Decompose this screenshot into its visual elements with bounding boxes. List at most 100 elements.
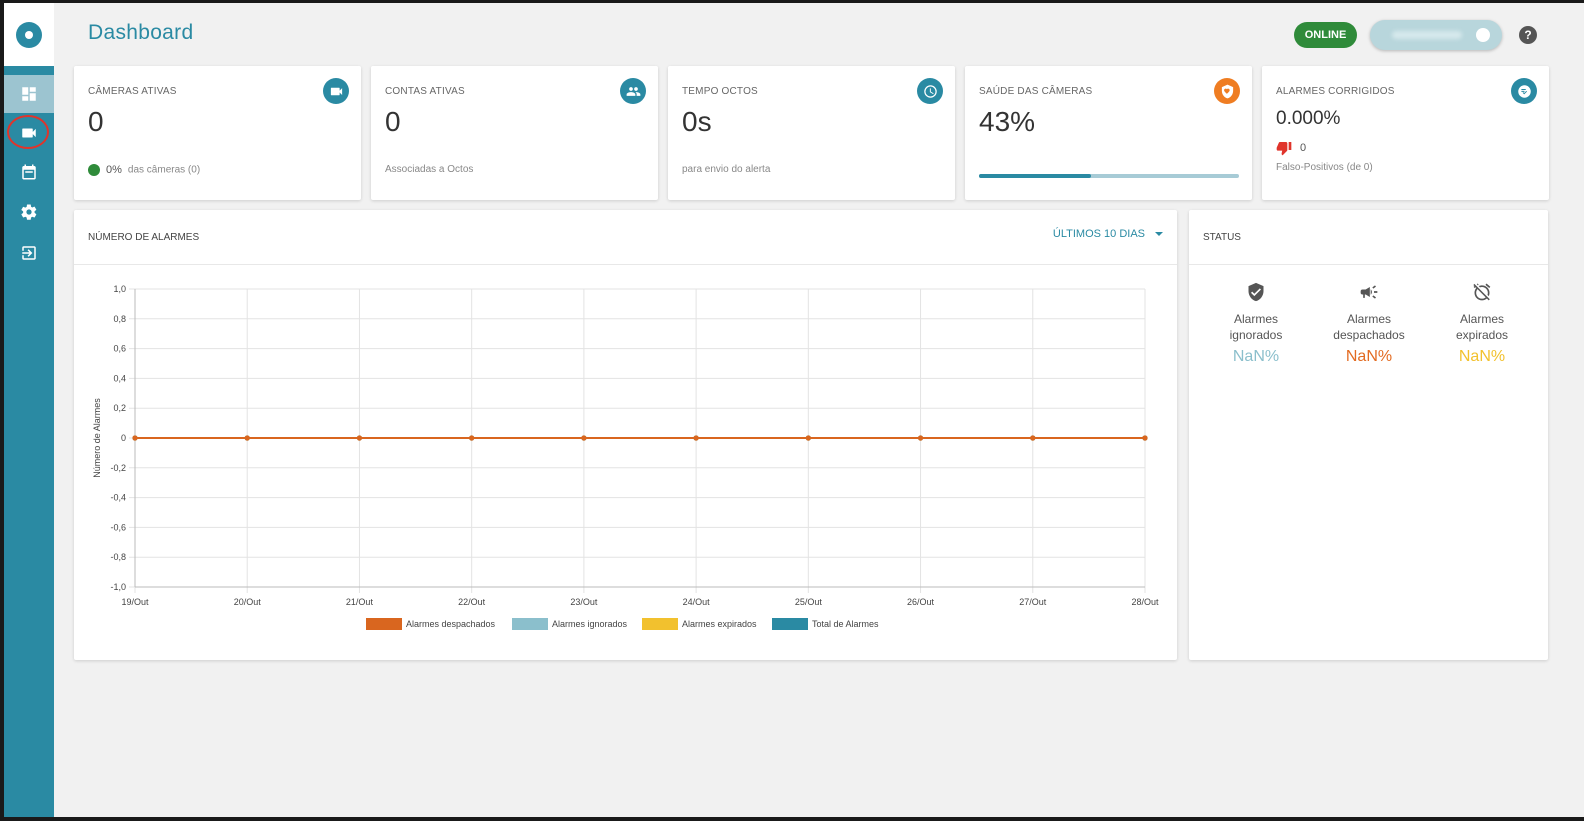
y-tick-label: -1,0 xyxy=(110,582,126,592)
data-point xyxy=(244,435,250,441)
username-redacted xyxy=(1392,31,1462,39)
data-point xyxy=(1142,435,1148,441)
sidebar-item-settings[interactable] xyxy=(4,193,54,231)
alarms-chart-card: NÚMERO DE ALARMES ÚLTIMOS 10 DIAS 1,0 0,8… xyxy=(74,210,1177,660)
user-avatar-icon xyxy=(1476,28,1490,42)
cameras-sub-text: das câmeras (0) xyxy=(127,164,201,176)
page-title: Dashboard xyxy=(88,21,194,44)
thumbs-down-icon xyxy=(1276,142,1292,156)
x-tick-label: 22/Out xyxy=(458,597,486,607)
data-point xyxy=(805,435,811,441)
sidebar-item-logout[interactable] xyxy=(4,234,54,272)
alarm-off-icon xyxy=(1473,283,1491,301)
data-point xyxy=(693,435,699,441)
calendar-icon xyxy=(22,164,36,180)
card-label: ALARMES CORRIGIDOS xyxy=(1276,86,1395,97)
app-screen: Dashboard ONLINE ? CÂMERAS ATIVAS 0 0% da… xyxy=(4,3,1584,817)
sidebar-item-dashboard[interactable] xyxy=(4,75,54,113)
data-point xyxy=(917,435,924,441)
y-tick-label: 1,0 xyxy=(113,284,126,294)
user-menu-button[interactable] xyxy=(1370,20,1502,50)
status-badge: ONLINE xyxy=(1294,22,1357,48)
status-label: Alarmes expirados xyxy=(1427,311,1537,343)
range-dropdown-label: ÚLTIMOS 10 DIAS xyxy=(1052,228,1145,240)
status-value: NaN% xyxy=(1232,348,1280,365)
card-sub: Falso-Positivos (de 0) xyxy=(1276,162,1373,173)
status-label: Alarmes ignorados xyxy=(1201,311,1311,343)
legend-label: Alarmes expirados xyxy=(682,619,757,629)
x-tick-label: 21/Out xyxy=(346,597,374,607)
data-point xyxy=(581,435,587,441)
status-dispatched: Alarmes despachados NaN% xyxy=(1314,282,1424,366)
y-tick-label: -0,8 xyxy=(110,552,126,562)
highlight-circle xyxy=(7,115,49,149)
megaphone-icon xyxy=(1360,285,1378,299)
cameras-percent: 0% xyxy=(106,164,122,176)
card-sub: 0% das câmeras (0) xyxy=(88,164,200,176)
users-icon xyxy=(620,78,646,104)
status-expired: Alarmes expirados NaN% xyxy=(1427,282,1537,366)
status-label-line: Alarmes xyxy=(1346,312,1391,326)
card-value: 0s xyxy=(682,106,712,137)
legend-swatch xyxy=(642,618,678,630)
card-value: 0 xyxy=(385,106,401,137)
logo[interactable] xyxy=(4,3,54,66)
legend-swatch xyxy=(366,618,402,630)
y-tick-label: 0,8 xyxy=(113,314,126,324)
card-octos-time: TEMPO OCTOS 0s para envio do alerta xyxy=(668,66,955,200)
x-tick-label: 23/Out xyxy=(570,597,598,607)
status-ignored: Alarmes ignorados NaN% xyxy=(1201,282,1311,366)
x-tick-label: 25/Out xyxy=(795,597,823,607)
caret-down-icon xyxy=(1155,232,1163,236)
x-tick-label: 26/Out xyxy=(907,597,935,607)
card-label: CONTAS ATIVAS xyxy=(385,86,465,97)
shield-check-icon xyxy=(1248,282,1264,302)
data-point xyxy=(132,435,138,441)
exit-icon xyxy=(22,246,36,260)
legend-label: Alarmes despachados xyxy=(406,619,496,629)
card-active-cameras: CÂMERAS ATIVAS 0 0% das câmeras (0) xyxy=(74,66,361,200)
y-tick-label: 0 xyxy=(121,433,126,443)
chart-card-title: NÚMERO DE ALARMES xyxy=(88,232,200,243)
y-tick-label: 0,2 xyxy=(113,403,126,413)
y-tick-label: 0,4 xyxy=(113,373,126,383)
x-tick-label: 20/Out xyxy=(234,597,262,607)
data-point xyxy=(356,435,363,441)
status-value: NaN% xyxy=(1345,348,1393,365)
false-positive-count: 0 xyxy=(1300,142,1307,154)
help-icon[interactable]: ? xyxy=(1519,26,1537,44)
card-label: TEMPO OCTOS xyxy=(682,86,758,97)
video-camera-icon xyxy=(323,78,349,104)
y-tick-label: 0,6 xyxy=(113,344,126,354)
card-header: NÚMERO DE ALARMES ÚLTIMOS 10 DIAS xyxy=(74,210,1177,265)
dashboard-icon xyxy=(22,87,36,101)
card-value: 0.000% xyxy=(1276,108,1341,129)
card-sub: Associadas a Octos xyxy=(385,164,474,175)
card-sub: para envio do alerta xyxy=(682,164,771,175)
health-progress-bar xyxy=(979,174,1239,178)
sidebar-item-calendar[interactable] xyxy=(4,153,54,191)
status-label-line: Alarmes xyxy=(1459,312,1504,326)
legend-label: Alarmes ignorados xyxy=(552,619,628,629)
status-label-line: despachados xyxy=(1333,328,1405,342)
data-point xyxy=(469,435,475,441)
alarms-line-chart: 1,0 0,8 0,6 0,4 0,2 0 -0,2 -0,4 -0,6 -0,8 -1,0 19/O… xyxy=(92,284,1159,630)
status-card-title: STATUS xyxy=(1203,232,1241,243)
status-label-line: expirados xyxy=(1455,328,1509,342)
card-fixed-alarms: ALARMES CORRIGIDOS 0.000% 0 Falso-Positi… xyxy=(1262,66,1549,200)
shield-heart-icon xyxy=(1214,78,1240,104)
x-tick-label: 19/Out xyxy=(121,597,149,607)
card-value: 0 xyxy=(88,106,104,137)
false-positive-row: 0 xyxy=(1276,140,1306,156)
y-tick-label: -0,4 xyxy=(110,493,126,503)
status-value: NaN% xyxy=(1458,348,1506,365)
status-label-line: Alarmes xyxy=(1233,312,1278,326)
x-tick-label: 27/Out xyxy=(1019,597,1047,607)
card-header: STATUS xyxy=(1189,210,1548,265)
status-card: STATUS Alarmes ignorados NaN% Alarmes desp… xyxy=(1189,210,1548,660)
range-dropdown[interactable]: ÚLTIMOS 10 DIAS xyxy=(1053,228,1163,240)
y-tick-label: -0,6 xyxy=(110,522,126,532)
status-label: Alarmes despachados xyxy=(1314,311,1424,343)
x-tick-label: 28/Out xyxy=(1131,597,1159,607)
